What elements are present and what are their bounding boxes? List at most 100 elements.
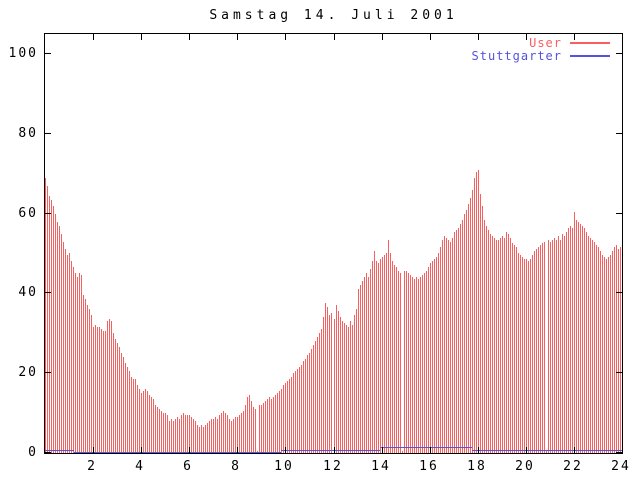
impulse-bar [241,413,242,453]
impulse-bar [151,397,152,453]
impulse-bar [614,247,615,453]
impulse-bar [101,329,102,453]
x-tick-label: 18 [467,459,487,474]
impulse-bar [550,242,551,453]
impulse-bar [245,405,246,453]
y-tick-mark [45,452,51,453]
impulse-bar [165,413,166,453]
impulse-bar [121,353,122,453]
impulse-bar [540,245,541,453]
impulse-bar [53,206,54,453]
impulse-bar [396,267,397,453]
impulse-bar [474,178,475,453]
impulse-bar [462,220,463,453]
y-tick-mark [45,53,51,54]
impulse-bar [482,206,483,453]
impulse-bar [592,240,593,453]
impulse-bar [404,271,405,453]
impulse-bar [470,198,471,453]
impulse-bar [412,277,413,453]
impulse-bar [219,415,220,453]
impulse-bar [536,249,537,453]
impulse-bar [77,277,78,453]
impulse-bar [55,214,56,453]
impulse-bar [285,383,286,453]
impulse-bar [460,224,461,453]
impulse-bar [183,413,184,453]
y-tick-mark [616,133,622,134]
impulse-bar [606,259,607,453]
y-tick-label: 20 [18,365,38,380]
impulse-bar [181,415,182,453]
impulse-bar [548,240,549,453]
x-tick-label: 10 [274,459,294,474]
impulse-bar [458,228,459,453]
impulse-bar [57,222,58,453]
x-tick-label: 2 [87,459,97,474]
impulse-bar [398,271,399,453]
impulse-bar [596,245,597,453]
impulse-bar [350,321,351,453]
impulse-bar [175,419,176,453]
impulse-bar [522,257,523,453]
impulse-bar [384,255,385,453]
impulse-bar [123,357,124,453]
impulse-bar [307,355,308,453]
impulse-bar [287,381,288,453]
impulse-bar [362,281,363,453]
impulse-bar [271,399,272,453]
y-tick-mark [616,372,622,373]
x-tick-mark [189,34,190,40]
impulse-bar [133,379,134,453]
impulse-bar [273,397,274,453]
impulse-bar [560,240,561,453]
plot-area [44,33,623,454]
stuttgarter-line-segment [74,452,281,453]
impulse-bar [552,240,553,453]
impulse-bar [207,423,208,453]
impulse-bar [303,361,304,453]
impulse-bar [416,277,417,453]
impulse-bar [49,196,50,453]
impulse-bar [572,228,573,453]
x-tick-mark [382,34,383,40]
impulse-bar [562,234,563,453]
impulse-bar [171,419,172,453]
impulse-bar [528,261,529,453]
x-tick-mark [334,34,335,40]
impulse-bar [127,367,128,453]
impulse-bar [125,363,126,453]
impulse-bar [402,451,403,453]
impulse-bar [301,365,302,453]
impulse-bar [261,405,262,453]
x-tick-label: 16 [419,459,439,474]
impulse-bar [468,204,469,453]
impulse-bar [608,257,609,453]
impulse-bar [600,251,601,453]
impulse-bar [334,319,335,453]
impulse-bar [59,226,60,453]
impulse-bar [436,257,437,453]
impulse-bar [131,377,132,453]
impulse-bar [63,242,64,453]
impulse-bar [199,427,200,453]
legend-row-user: User [370,36,610,50]
impulse-bar [201,425,202,453]
impulse-bar [374,251,375,453]
impulse-bar [530,259,531,453]
impulse-bar [167,415,168,453]
impulse-bar [209,421,210,453]
impulse-bar [406,271,407,453]
impulse-bar [259,405,260,453]
impulse-bar [440,247,441,453]
impulse-bar [315,341,316,453]
y-tick-label: 60 [18,206,38,221]
impulse-bar [93,327,94,453]
impulse-bar [289,379,290,453]
impulse-bar [47,186,48,453]
impulse-bar [187,415,188,453]
impulse-bar [325,303,326,453]
impulse-bar [51,200,52,453]
impulse-bar [233,419,234,453]
impulse-bar [193,419,194,453]
